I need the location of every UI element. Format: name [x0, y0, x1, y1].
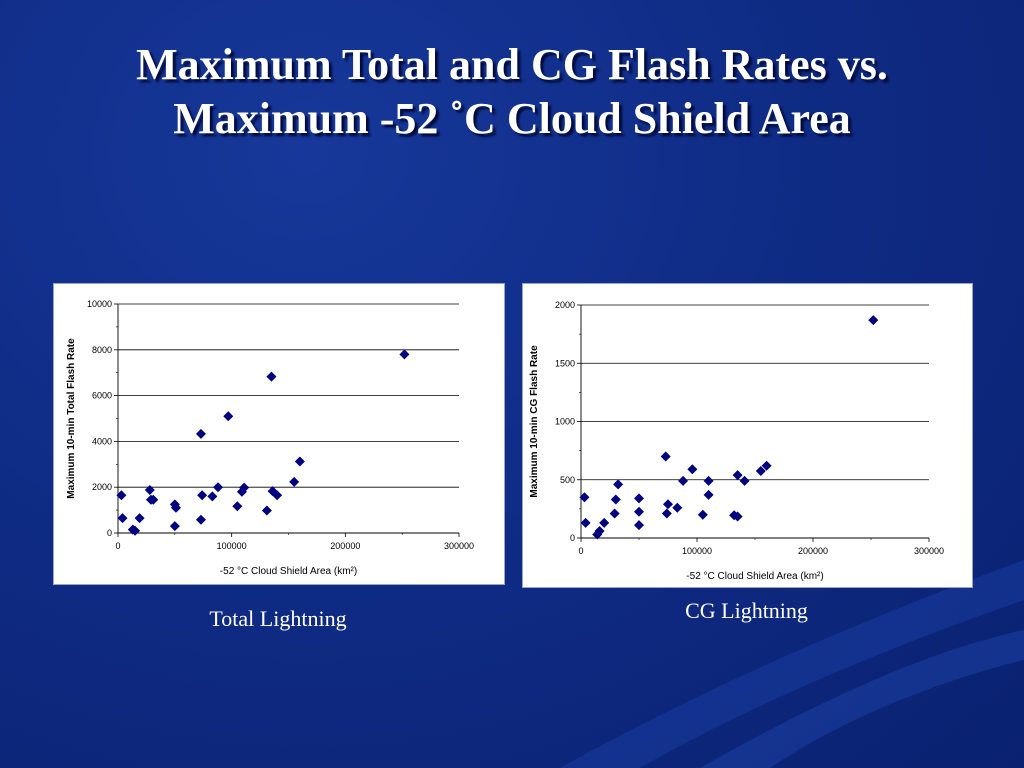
total-data-point [232, 501, 243, 512]
cg-data-point [594, 526, 605, 537]
cg-data-point [868, 315, 879, 326]
total-data-point [148, 494, 159, 505]
cg-ytick-label: 1500 [555, 358, 575, 368]
total-data-point [116, 490, 127, 501]
cg-data-point [663, 499, 673, 510]
cg-data-point [687, 464, 698, 475]
total-xtick-label: 100000 [217, 541, 247, 551]
cg-xtick-label: 300000 [914, 546, 944, 556]
total-data-point [223, 411, 234, 422]
cg-x-axis-label: -52 °C Cloud Shield Area (km²) [686, 571, 823, 582]
total-data-point [289, 476, 300, 487]
cg-data-point [660, 451, 671, 462]
cg-data-point [697, 509, 708, 520]
total-data-point [239, 482, 250, 493]
total-ytick-label: 0 [107, 528, 112, 538]
total-ytick-label: 4000 [92, 436, 112, 446]
cg-ytick-label: 500 [560, 475, 575, 485]
title-line-1: Maximum Total and CG Flash Rates vs. [136, 40, 888, 89]
total-data-point [266, 371, 277, 382]
total-data-point [144, 484, 155, 495]
cg-data-point [672, 502, 683, 513]
total-y-axis-label: Maximum 10-min Total Flash Rate [66, 338, 77, 499]
cg-xtick-label: 0 [578, 546, 583, 556]
cg-ytick-label: 0 [570, 533, 575, 543]
total-data-point [207, 491, 218, 502]
total-ytick-label: 8000 [92, 345, 112, 355]
total-data-point [117, 513, 128, 524]
cg-data-point [703, 475, 714, 486]
total-lightning-chart: 0 2000 4000 6000 8000 10000 0 100000 200000 30000… [53, 283, 505, 585]
total-xtick-label: 300000 [444, 541, 474, 551]
total-data-point [130, 525, 141, 536]
cg-data-point [634, 506, 644, 517]
cg-y-axis-label: Maximum 10-min CG Flash Rate [529, 345, 540, 498]
total-data-point [294, 456, 305, 467]
cg-data-point [678, 475, 689, 486]
cg-data-point [755, 466, 766, 477]
cg-ytick-label: 2000 [555, 300, 575, 310]
cg-data-point [580, 517, 591, 528]
cg-data-point [599, 517, 610, 528]
total-x-axis-label: -52 °C Cloud Shield Area (km²) [220, 566, 357, 577]
cg-data-point [732, 511, 743, 522]
total-ytick-label: 2000 [92, 482, 112, 492]
total-data-point [261, 505, 272, 516]
cg-data-point [703, 489, 714, 500]
cg-data-point [732, 470, 743, 481]
total-ytick-label: 6000 [92, 391, 112, 401]
total-data-point [134, 513, 145, 524]
total-data-point [213, 482, 224, 493]
cg-xtick-label: 100000 [682, 546, 712, 556]
cg-data-point [739, 475, 750, 486]
total-data-point [197, 490, 208, 501]
total-data-point [272, 490, 283, 501]
cg-data-point [761, 460, 772, 471]
cg-ytick-label: 1000 [555, 417, 575, 427]
total-ytick-label: 10000 [87, 299, 112, 309]
cg-data-point [613, 479, 624, 490]
total-data-point [195, 514, 206, 525]
cg-lightning-plot: 0 500 1000 1500 2000 0 100000 200000 300000 -52 °… [529, 300, 944, 582]
total-data-point [399, 349, 410, 360]
total-data-point [195, 428, 206, 439]
total-data-point [170, 502, 181, 513]
cg-data-point [609, 508, 620, 519]
caption-cg-lightning: CG Lightning [685, 598, 808, 623]
caption-total-lightning: Total Lightning [209, 606, 347, 631]
total-data-point [169, 521, 180, 532]
cg-data-point [579, 492, 590, 503]
cg-xtick-label: 200000 [798, 546, 828, 556]
cg-data-point [661, 508, 672, 519]
total-data-point [267, 486, 278, 497]
cg-data-point [634, 520, 644, 531]
cg-data-point [634, 493, 644, 504]
slide-title: Maximum Total and CG Flash Rates vs. Max… [0, 38, 1024, 146]
total-xtick-label: 0 [115, 541, 120, 551]
total-xtick-label: 200000 [330, 541, 360, 551]
title-line-2: Maximum -52 ˚C Cloud Shield Area [173, 94, 851, 143]
cg-data-point [610, 494, 621, 505]
cg-lightning-chart: 0 500 1000 1500 2000 0 100000 200000 300000 -52 °… [522, 283, 973, 588]
